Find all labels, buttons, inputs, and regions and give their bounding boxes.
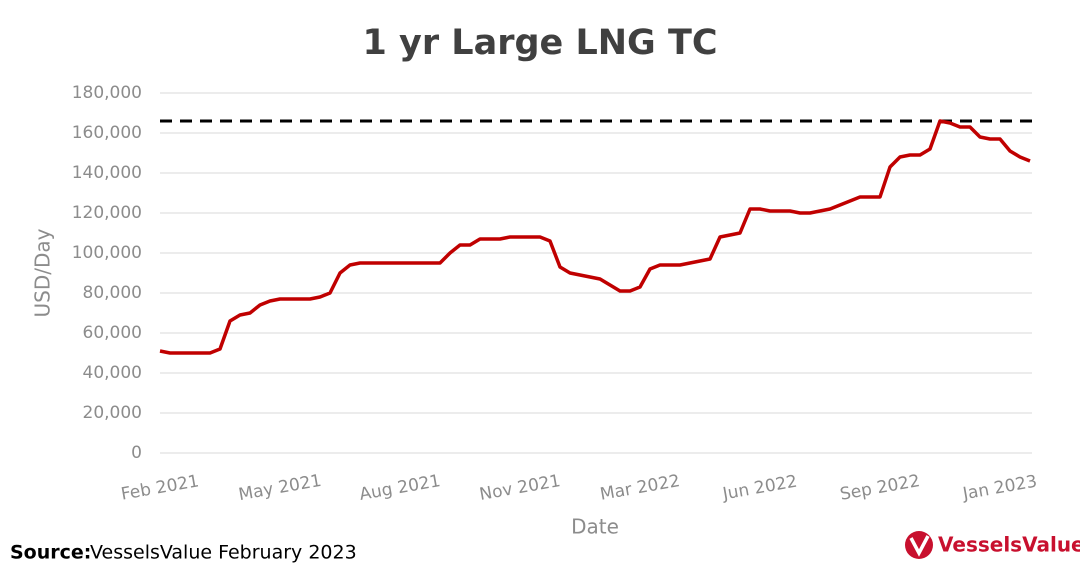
x-tick-label: Aug 2021	[358, 471, 442, 505]
source-label: Source:	[10, 542, 91, 564]
x-tick-label: Feb 2021	[119, 471, 200, 504]
y-tick-label: 40,000	[83, 363, 142, 383]
y-tick-label: 120,000	[72, 203, 142, 223]
data-line	[159, 119, 1031, 355]
chart-title: 1 yr Large LNG TC	[362, 23, 717, 63]
y-tick-label: 0	[131, 443, 142, 463]
source: VesselsValue February 2023	[90, 542, 357, 564]
logo-check	[909, 535, 930, 557]
logo-text: VesselsValue	[938, 533, 1080, 557]
x-tick-label: Jan 2023	[960, 472, 1038, 505]
y-tick-label: 140,000	[72, 163, 142, 183]
y-tick-label: 20,000	[83, 403, 142, 423]
x-axis-label: Date	[571, 515, 619, 539]
logo: VesselsValue	[905, 531, 1080, 559]
x-tick-label: May 2021	[237, 471, 323, 505]
x-tick-label: Mar 2022	[599, 471, 682, 505]
y-tick-label: 80,000	[83, 283, 142, 303]
y-tick-label: 100,000	[72, 243, 142, 263]
x-tick-label: Sep 2022	[839, 471, 922, 505]
y-axis-label: USD/Day	[31, 228, 55, 317]
x-tick-label: Jun 2022	[720, 472, 799, 505]
y-tick-label: 160,000	[72, 123, 142, 143]
y-tick-label: 180,000	[72, 83, 142, 103]
y-tick-label: 60,000	[83, 323, 142, 343]
x-tick-label: Nov 2021	[478, 471, 562, 505]
